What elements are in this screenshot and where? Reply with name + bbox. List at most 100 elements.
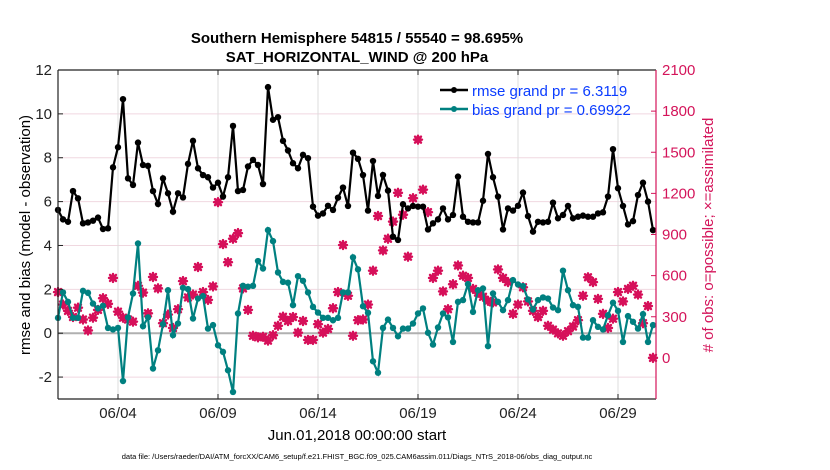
y-axis-right-label: # of obs: o=possible; ×=assimilated — [700, 118, 717, 353]
star-stroke — [498, 273, 508, 283]
legend: rmse grand pr = 6.3119 bias grand pr = 0… — [440, 83, 631, 119]
x-tick-label: 06/09 — [199, 405, 237, 422]
rmse-point — [404, 205, 412, 212]
bias-point — [169, 331, 177, 339]
grid — [58, 69, 656, 399]
y-tick-label: 0 — [44, 325, 52, 342]
obs-assimilated-point — [577, 290, 589, 301]
bias-point — [104, 324, 112, 332]
rmse-point — [519, 189, 527, 196]
star-stroke — [78, 315, 88, 324]
obs-assimilated-point — [277, 311, 289, 322]
bias-point — [544, 295, 552, 302]
rmse-point — [639, 179, 647, 186]
obs-assimilated-point — [402, 251, 414, 262]
bias-point — [219, 348, 227, 356]
rmse-point — [399, 201, 407, 208]
rmse-point — [419, 203, 427, 210]
bias-point — [564, 287, 572, 294]
rmse-point — [334, 194, 342, 201]
y-axis-label: rmse and bias (model - observation) — [17, 115, 34, 355]
star-stroke — [513, 300, 523, 309]
bias-point — [474, 287, 482, 294]
rmse-point — [439, 205, 447, 212]
star-stroke — [598, 309, 608, 319]
y-tick-label: -2 — [39, 369, 52, 386]
bias-point — [529, 306, 537, 313]
obs-assimilated-point — [632, 289, 644, 300]
obs-assimilated-point — [412, 134, 424, 145]
bias-point — [329, 317, 337, 324]
bias-point — [204, 325, 212, 332]
rmse-point — [379, 171, 387, 179]
rmse-point — [279, 137, 287, 145]
star-stroke — [643, 301, 653, 311]
star-stroke — [453, 261, 463, 270]
obs-assimilated-point — [427, 272, 439, 284]
bias-point — [229, 388, 237, 396]
obs-assimilated-point — [177, 275, 189, 287]
star-stroke — [218, 239, 228, 249]
bias-point — [299, 277, 307, 284]
y-right-tick-label: 600 — [662, 268, 687, 285]
rmse-point — [344, 202, 352, 210]
rmse-point — [294, 165, 302, 172]
obs-assimilated-point — [612, 286, 624, 298]
rmse-point — [569, 215, 577, 222]
bias-point — [399, 325, 407, 332]
rmse-point — [104, 225, 112, 232]
bias-point — [139, 322, 147, 330]
rmse-point — [64, 218, 72, 225]
rmse-point — [564, 202, 572, 210]
bias-point — [114, 324, 122, 332]
rmse-point — [434, 216, 442, 223]
obs-assimilated-point — [627, 280, 639, 291]
rmse-point — [364, 207, 372, 214]
obs-assimilated-point — [642, 300, 654, 312]
obs-assimilated-point — [447, 279, 459, 290]
star-stroke — [583, 273, 593, 282]
bias-point — [194, 295, 202, 302]
rmse-point — [489, 174, 497, 181]
rmse-point — [369, 157, 377, 165]
obs-assimilated-point — [187, 289, 199, 300]
obs-assimilated-point — [462, 272, 474, 284]
legend-bias-marker — [451, 106, 457, 112]
rmse-point — [414, 203, 422, 210]
obs-assimilated-point — [392, 187, 404, 199]
rmse-point — [119, 95, 127, 103]
rmse-point — [529, 228, 537, 235]
rmse-point — [474, 219, 482, 226]
star-stroke — [543, 321, 553, 330]
rmse-point — [264, 83, 272, 91]
rmse-point — [129, 181, 137, 189]
x-tick-label: 06/04 — [99, 405, 137, 422]
rmse-point — [229, 122, 237, 130]
star-stroke — [633, 290, 643, 299]
rmse-point — [454, 173, 462, 180]
star-stroke — [268, 331, 278, 340]
rmse-point — [169, 208, 177, 215]
rmse-point — [254, 161, 262, 169]
bias-point — [524, 296, 532, 303]
star-stroke — [428, 273, 438, 283]
bias-point — [234, 310, 242, 317]
rmse-point — [149, 187, 157, 195]
bias-point — [504, 296, 512, 304]
y-right-tick-label: 300 — [662, 309, 687, 326]
bias-point — [254, 257, 262, 265]
rmse-point — [204, 174, 212, 181]
bias-point — [604, 312, 612, 319]
star-stroke — [258, 332, 268, 341]
bias-point — [424, 329, 432, 336]
obs-assimilated-point — [322, 323, 334, 335]
bias-point — [484, 342, 492, 350]
bias-point — [154, 347, 162, 354]
rmse-point — [124, 175, 132, 182]
obs-assimilated-point — [272, 320, 284, 331]
rmse-point — [549, 199, 557, 206]
obs-assimilated-point — [512, 299, 524, 310]
bias-point — [304, 289, 312, 296]
bias-point — [624, 312, 632, 320]
